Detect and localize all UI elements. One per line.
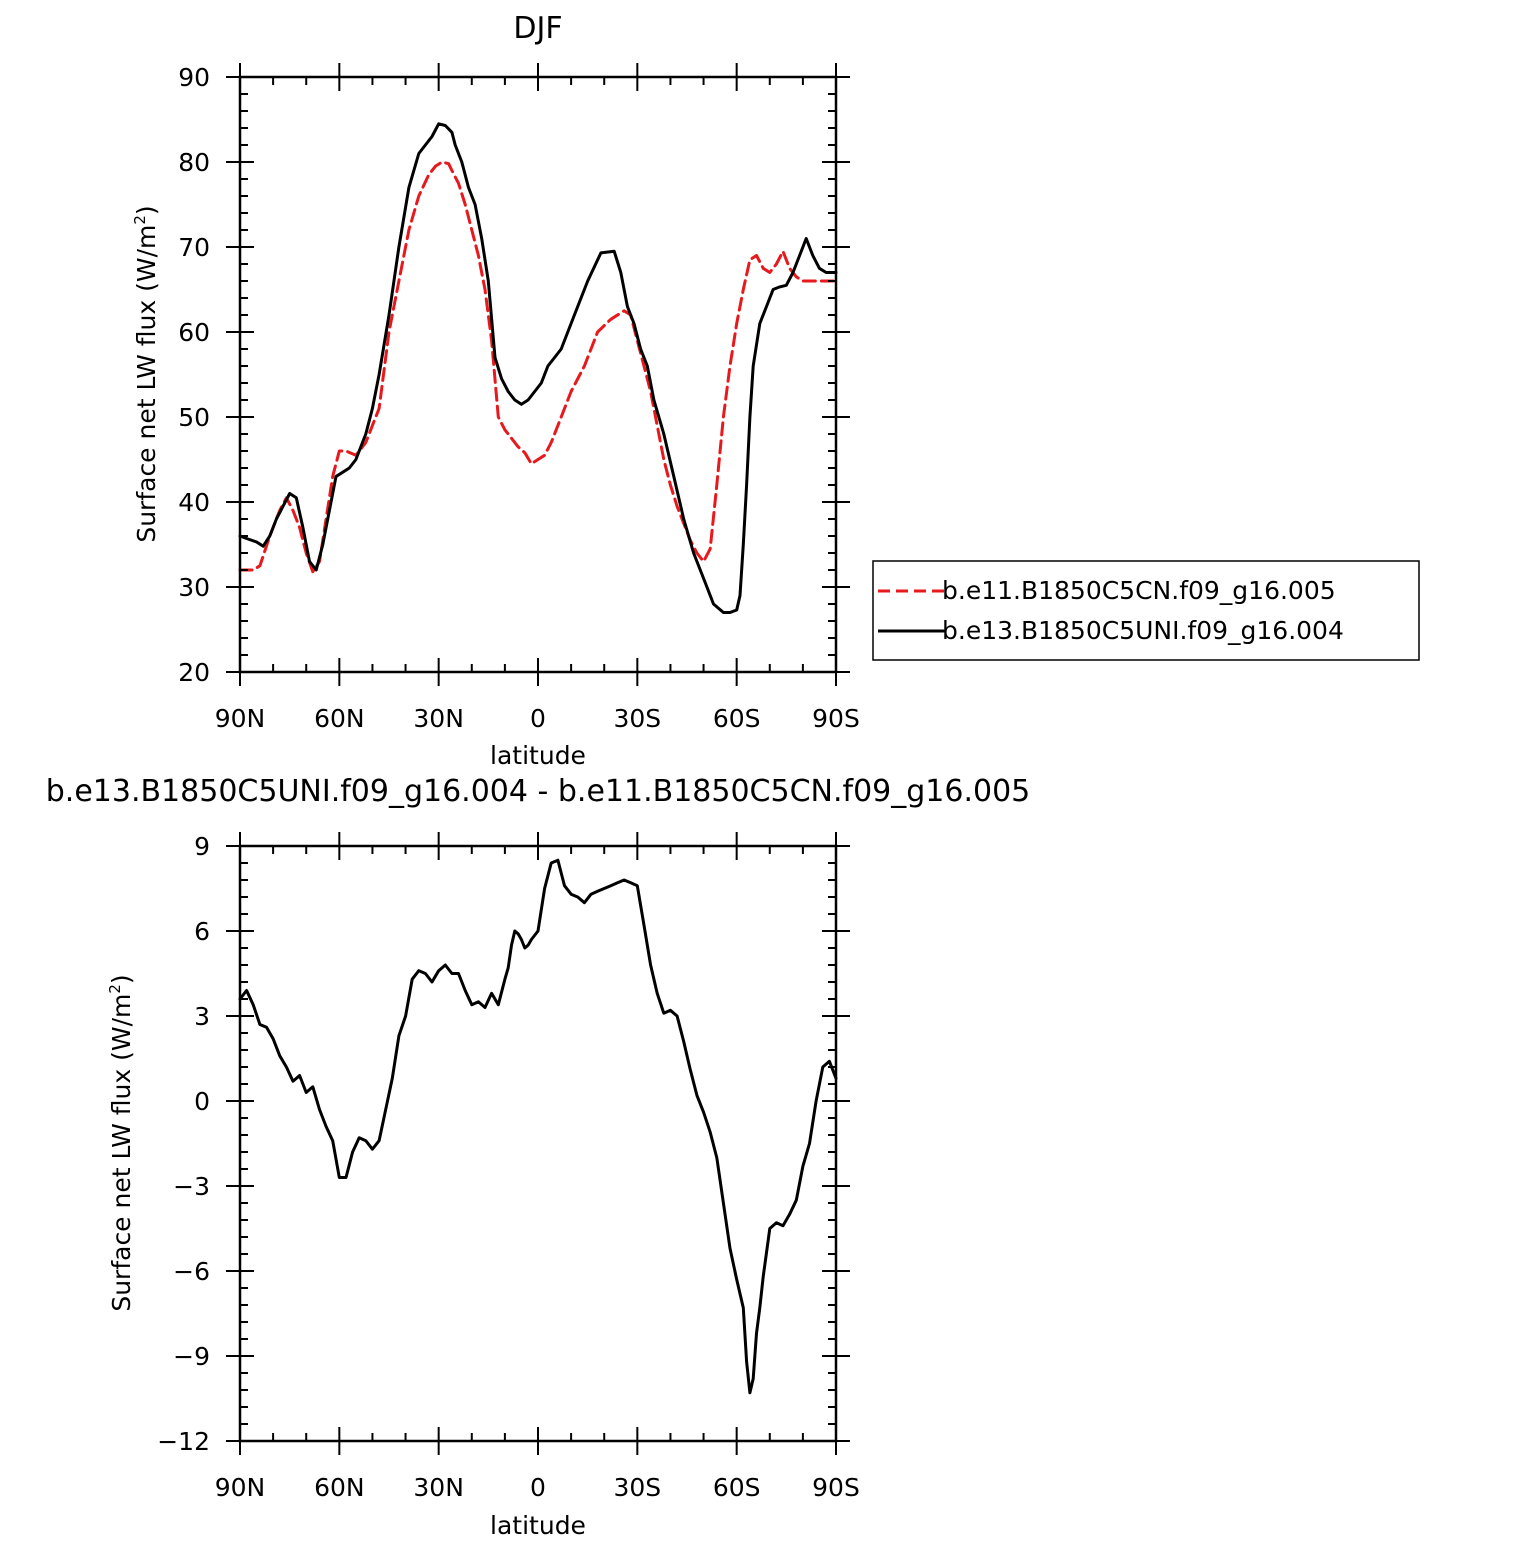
legend-entry-label: b.e11.B1850C5CN.f09_g16.005	[942, 576, 1336, 605]
top-y-tick-label: 70	[178, 233, 210, 262]
top-y-tick-label: 20	[178, 658, 210, 687]
bottom-y-tick-label: 3	[194, 1002, 210, 1031]
top-chart-panel: DJF 90N 60N 30N 0 30S 60S 90S2030405060708090 …	[131, 11, 860, 770]
bottom-y-tick-label: 0	[194, 1087, 210, 1116]
legend-box	[872, 560, 1420, 661]
top-plot-frame	[238, 75, 838, 674]
legend: b.e11.B1850C5CN.f09_g16.005 b.e13.B1850C…	[872, 560, 1420, 661]
bottom-y-tick-label: −6	[173, 1257, 210, 1286]
bottom-chart-y-axis-label: Surface net LW flux (W/m2)	[106, 974, 136, 1311]
top-x-tick-label: 90S	[812, 704, 860, 733]
bottom-chart-title: b.e13.B1850C5UNI.f09_g16.004 - b.e11.B18…	[46, 774, 1031, 809]
bottom-chart-panel: b.e13.B1850C5UNI.f09_g16.004 - b.e11.B18…	[46, 774, 1031, 1540]
bottom-series-line-0	[238, 858, 838, 1395]
top-y-tick-label: 80	[178, 148, 210, 177]
bottom-chart-x-axis-label: latitude	[490, 1511, 586, 1540]
top-x-tick-label: 30N	[413, 704, 464, 733]
top-chart-title: DJF	[513, 11, 562, 46]
bottom-y-tick-label: −9	[173, 1342, 210, 1371]
top-x-tick-label: 30S	[613, 704, 661, 733]
bottom-x-tick-label: 60S	[713, 1473, 761, 1502]
top-x-tick-label: 90N	[215, 704, 266, 733]
top-y-tick-label: 60	[178, 318, 210, 347]
top-y-tick-label: 30	[178, 573, 210, 602]
top-series-line-1	[238, 122, 838, 614]
top-y-tick-label: 50	[178, 403, 210, 432]
top-chart-x-axis-label: latitude	[490, 741, 586, 770]
top-chart-y-axis-label: Surface net LW flux (W/m2)	[131, 205, 161, 542]
bottom-y-tick-label: −3	[173, 1172, 210, 1201]
bottom-x-tick-label: 90N	[215, 1473, 266, 1502]
bottom-x-tick-label: 60N	[314, 1473, 365, 1502]
top-chart-plot-area: 90N 60N 30N 0 30S 60S 90S 20 30 40 50 60 70 80 90	[178, 63, 860, 733]
top-y-tick-label: 90	[178, 63, 210, 92]
top-x-tick-label: 0	[530, 704, 546, 733]
top-y-tick-label: 40	[178, 488, 210, 517]
bottom-x-tick-label: 0	[530, 1473, 546, 1502]
bottom-x-tick-label: 90S	[812, 1473, 860, 1502]
bottom-x-tick-label: 30N	[413, 1473, 464, 1502]
bottom-y-tick-label: 9	[194, 832, 210, 861]
legend-entry-label: b.e13.B1850C5UNI.f09_g16.004	[942, 616, 1344, 645]
bottom-chart-plot-area: 90N 60N 30N 0 30S 60S 90S −12 −9 −6 −3 0 3 6 9	[157, 832, 860, 1502]
top-x-tick-label: 60N	[314, 704, 365, 733]
top-series-line-0	[238, 160, 838, 574]
top-x-tick-label: 60S	[713, 704, 761, 733]
bottom-x-tick-label: 30S	[613, 1473, 661, 1502]
bottom-y-tick-label: 6	[194, 917, 210, 946]
bottom-y-tick-label: −12	[157, 1427, 210, 1456]
